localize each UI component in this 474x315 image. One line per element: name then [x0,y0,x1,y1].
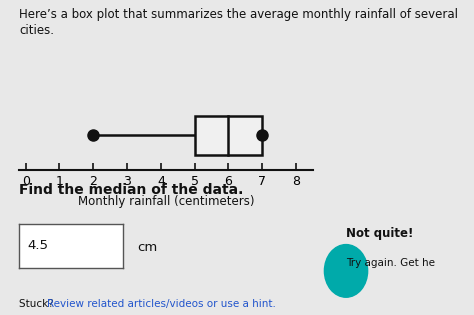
Text: Stuck?: Stuck? [19,299,57,309]
Text: cm: cm [137,241,158,254]
Circle shape [324,244,368,297]
Text: Review related articles/videos or use a hint.: Review related articles/videos or use a … [47,299,276,309]
X-axis label: Monthly rainfall (centimeters): Monthly rainfall (centimeters) [78,195,254,208]
Text: cities.: cities. [19,24,54,37]
Bar [195,116,262,154]
Text: Here’s a box plot that summarizes the average monthly rainfall of several: Here’s a box plot that summarizes the av… [19,8,458,21]
Text: Find the median of the data.: Find the median of the data. [19,183,243,197]
Text: Try again. Get he: Try again. Get he [346,258,435,268]
Text: 4.5: 4.5 [27,239,48,252]
Text: Not quite!: Not quite! [346,227,413,240]
